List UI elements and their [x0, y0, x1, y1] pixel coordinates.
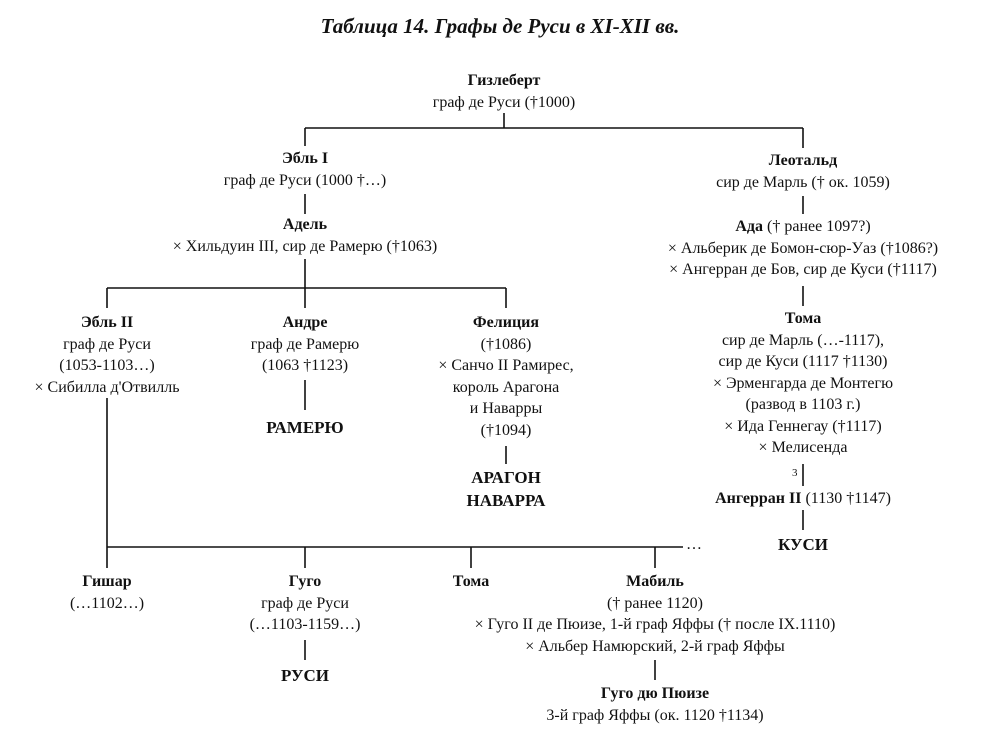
- continuation-ellipsis: …: [686, 536, 702, 553]
- person-detail: граф де Руси: [261, 594, 349, 612]
- person-detail: (…1103-1159…): [249, 616, 361, 633]
- person-gugo-du-puize: Гуго дю Пюизе 3-й граф Яффы (ок. 1120 †1…: [480, 683, 830, 726]
- person-leotald: Леотальд сир де Марль († ок. 1059): [660, 150, 946, 193]
- house-name: НАВАРРА: [466, 491, 546, 510]
- person-name: Адель: [282, 216, 328, 233]
- person-detail: × Ида Геннегау (†1117): [724, 417, 882, 435]
- house-kusi: КУСИ: [778, 535, 828, 554]
- house-ramerю: РАМЕРЮ: [266, 418, 344, 437]
- person-detail: сир де Марль (…-1117),: [721, 331, 885, 349]
- person-dates: († ранее 1097?): [763, 218, 871, 235]
- person-name: Леотальд: [768, 152, 838, 169]
- person-detail: × Ангерран де Бов, сир де Куси (†1117): [669, 261, 937, 278]
- person-toma-2: Тома: [421, 571, 521, 593]
- person-name: Гизлеберт: [467, 72, 541, 89]
- person-name: Тома: [784, 310, 822, 327]
- person-detail: и Наварры: [469, 400, 543, 417]
- person-felicia: Фелиция (†1086) × Санчо II Рамирес, коро…: [406, 312, 606, 441]
- house-aragon-navarra: АРАГОН НАВАРРА: [431, 466, 581, 512]
- person-detail: граф де Руси (†1000): [432, 93, 576, 111]
- person-detail: × Мелисенда: [758, 439, 848, 456]
- person-detail: († ранее 1120): [607, 594, 703, 612]
- person-angerran-2: Ангерран II (1130 †1147): [660, 488, 946, 510]
- person-detail: граф де Рамерю: [250, 335, 360, 353]
- person-name: Гуго: [288, 573, 322, 590]
- person-detail: × Эрменгарда де Монтегю: [712, 374, 894, 392]
- person-gizlebert: Гизлеберт граф де Руси (†1000): [424, 70, 584, 113]
- person-detail: × Санчо II Рамирес,: [438, 357, 574, 374]
- person-detail: × Хильдуин III, сир де Рамерю (†1063): [172, 237, 438, 255]
- person-name: Эбль I: [281, 150, 329, 167]
- person-detail: (†1086): [480, 335, 532, 353]
- house-rusi: РУСИ: [281, 666, 329, 685]
- person-name: Ангерран II: [715, 490, 802, 507]
- person-detail: сир де Марль († ок. 1059): [716, 173, 890, 191]
- person-mabil: Мабиль († ранее 1120) × Гуго II де Пюизе…: [400, 571, 910, 657]
- person-detail: (1053-1103…): [59, 357, 155, 374]
- person-detail: король Арагона: [452, 378, 560, 396]
- person-detail: × Гуго II де Пюизе, 1-й граф Яффы († пос…: [474, 616, 836, 633]
- person-detail: × Сибилла д'Отвилль: [34, 378, 180, 396]
- person-detail: × Альбер Намюрский, 2-й граф Яффы: [525, 637, 785, 655]
- person-ebl-1: Эбль I граф де Руси (1000 †…): [175, 148, 435, 191]
- person-detail: × Альберик де Бомон-сюр-Уаз (†1086?): [667, 239, 939, 257]
- person-detail: граф де Руси: [63, 335, 151, 353]
- person-detail: (†1094): [480, 421, 532, 439]
- person-name: Гуго дю Пюизе: [600, 685, 710, 702]
- person-ebl-2: Эбль II граф де Руси (1053-1103…) × Сиби…: [0, 312, 214, 398]
- person-name: Андре: [282, 314, 328, 331]
- person-adel: Адель × Хильдуин III, сир де Рамерю (†10…: [100, 214, 510, 257]
- person-name: Тома: [452, 573, 490, 590]
- house-name: АРАГОН: [471, 468, 541, 487]
- person-andre: Андре граф де Рамерю (1063 †1123): [220, 312, 390, 377]
- person-detail: (…1102…): [69, 594, 145, 612]
- person-detail: сир де Куси (1117 †1130): [718, 353, 888, 370]
- person-ada: Ада († ранее 1097?) × Альберик де Бомон-…: [600, 216, 1000, 281]
- person-detail: граф де Руси (1000 †…): [223, 171, 387, 189]
- person-detail: 3-й граф Яффы (ок. 1120 †1134): [546, 706, 764, 724]
- person-name: Гишар: [82, 573, 132, 590]
- person-name: Фелиция: [472, 314, 540, 331]
- marriage-number: 3: [792, 467, 798, 479]
- person-name: Мабиль: [626, 573, 684, 590]
- person-gugo: Гуго граф де Руси (…1103-1159…): [215, 571, 395, 636]
- person-name: Ада: [735, 218, 764, 235]
- person-dates: (1130 †1147): [801, 490, 891, 507]
- person-detail: (1063 †1123): [261, 357, 349, 374]
- diagram-title: Таблица 14. Графы де Руси в XI-XII вв.: [320, 14, 680, 38]
- person-name: Эбль II: [80, 314, 134, 331]
- person-gishar: Гишар (…1102…): [32, 571, 182, 614]
- person-toma-1: Тома сир де Марль (…-1117), сир де Куси …: [660, 308, 946, 459]
- person-detail: (развод в 1103 г.): [745, 396, 861, 413]
